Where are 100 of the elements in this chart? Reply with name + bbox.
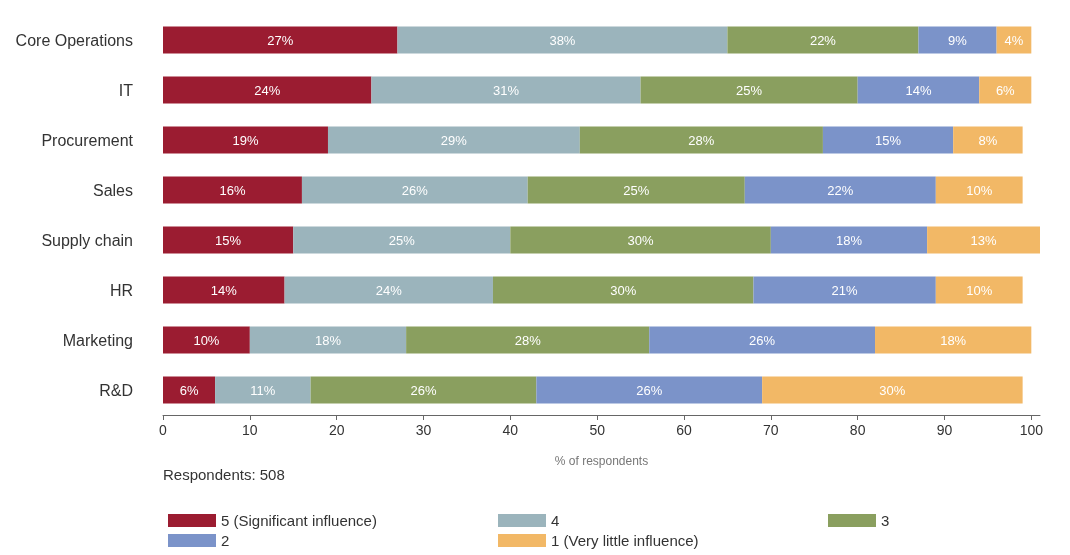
data-label: 38% — [549, 32, 576, 48]
data-label: 27% — [267, 32, 294, 48]
bar — [762, 376, 1023, 404]
y-tick-label: Sales — [92, 181, 133, 199]
x-tick-label: 80 — [849, 422, 866, 438]
data-label: 19% — [232, 132, 259, 148]
bar — [953, 126, 1023, 154]
data-label: 26% — [410, 382, 437, 398]
bar — [163, 126, 328, 154]
data-label: 6% — [179, 382, 199, 398]
data-label: 10% — [966, 182, 993, 198]
bar — [536, 376, 763, 404]
data-label: 15% — [215, 232, 242, 248]
bar — [510, 226, 771, 254]
bar — [527, 176, 745, 204]
data-label: 18% — [940, 332, 967, 348]
x-tick-label: 70 — [763, 422, 779, 438]
legend-label: 4 — [551, 512, 560, 529]
data-label: 14% — [905, 82, 932, 98]
bar — [301, 176, 528, 204]
data-label: 25% — [736, 82, 763, 98]
bar — [163, 176, 302, 204]
x-tick-label: 0 — [159, 422, 168, 438]
data-label: 10% — [966, 282, 993, 298]
legend-label: 3 — [881, 512, 890, 529]
data-label: 15% — [875, 132, 902, 148]
x-axis-title: % of respondents — [554, 454, 649, 468]
legend-label: 2 — [221, 532, 230, 549]
x-tick-label: 50 — [589, 422, 606, 438]
bar — [979, 76, 1032, 104]
bar — [249, 326, 407, 354]
bar — [163, 226, 294, 254]
bar — [397, 26, 728, 54]
data-label: 25% — [388, 232, 416, 248]
bar — [163, 326, 250, 354]
y-tick-label: Supply chain — [41, 231, 133, 249]
data-label: 30% — [627, 232, 655, 248]
bar — [649, 326, 876, 354]
x-tick-label: 100 — [1019, 422, 1044, 438]
legend-label: 1 (Very little influence) — [551, 532, 699, 549]
bar — [753, 276, 936, 304]
x-tick-label: 60 — [676, 422, 692, 438]
bar — [857, 76, 980, 104]
bar — [327, 126, 580, 154]
x-tick-label: 30 — [415, 422, 432, 438]
y-tick-label: HR — [109, 281, 133, 299]
bar — [492, 276, 754, 304]
data-label: 29% — [440, 132, 468, 148]
bar — [927, 226, 1040, 254]
data-label: 30% — [879, 382, 906, 398]
y-tick-label: Core Operations — [15, 31, 133, 49]
data-label: 6% — [995, 82, 1016, 98]
data-label: 26% — [749, 332, 776, 348]
x-tick-label: 40 — [502, 422, 519, 438]
bar — [310, 376, 537, 404]
y-tick-label: R&D — [99, 381, 133, 399]
bar — [579, 126, 823, 154]
bar — [640, 76, 858, 104]
bar — [822, 126, 954, 154]
data-label: 9% — [948, 32, 968, 48]
bar — [163, 276, 285, 304]
bar — [744, 176, 936, 204]
bar — [163, 26, 398, 54]
data-label: 10% — [193, 332, 220, 348]
data-label: 24% — [254, 82, 281, 98]
bar — [284, 276, 493, 304]
data-label: 8% — [978, 132, 998, 148]
bar — [935, 176, 1023, 204]
data-label: 18% — [835, 232, 863, 248]
bar — [770, 226, 928, 254]
data-label: 18% — [314, 332, 342, 348]
bar — [727, 26, 919, 54]
bar — [163, 376, 216, 404]
bar — [918, 26, 997, 54]
data-label: 26% — [401, 182, 429, 198]
data-label: 11% — [250, 382, 276, 398]
data-label: 28% — [514, 332, 542, 348]
bar — [935, 276, 1023, 304]
x-tick-label: 10 — [242, 422, 258, 438]
bar — [215, 376, 311, 404]
x-tick-label: 90 — [936, 422, 953, 438]
y-tick-label: IT — [118, 81, 134, 99]
bar — [371, 76, 641, 104]
data-label: 26% — [636, 382, 663, 398]
legend-label: 5 (Significant influence) — [221, 512, 377, 529]
data-label: 13% — [970, 232, 997, 248]
data-label: 31% — [492, 82, 520, 98]
data-label: 30% — [610, 282, 637, 298]
text: Respondents: 508 — [163, 466, 285, 483]
y-tick-label: Marketing — [62, 331, 133, 349]
data-label: 28% — [688, 132, 715, 148]
data-label: 14% — [210, 282, 238, 298]
y-tick-label: Procurement — [41, 131, 134, 149]
bar — [293, 226, 511, 254]
bar — [163, 76, 372, 104]
data-label: 25% — [623, 182, 650, 198]
bar — [406, 326, 650, 354]
data-label: 22% — [827, 182, 854, 198]
x-tick-label: 20 — [328, 422, 345, 438]
bar — [875, 326, 1032, 354]
